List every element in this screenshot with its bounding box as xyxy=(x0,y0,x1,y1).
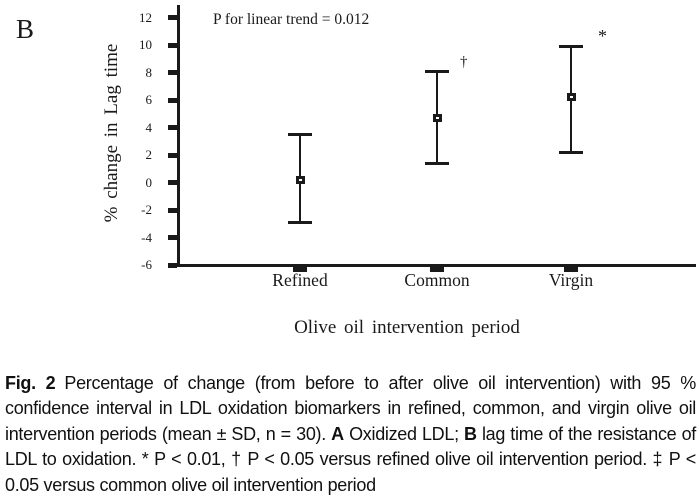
x-axis-line xyxy=(176,264,696,267)
mean-marker xyxy=(295,175,305,184)
linear-trend-annotation: P for linear trend = 0.012 xyxy=(213,11,370,28)
error-bar-cap-top xyxy=(425,70,449,73)
y-axis-tick xyxy=(168,125,177,131)
error-bar-cap-bottom xyxy=(559,151,583,154)
y-axis-tick xyxy=(168,70,177,76)
y-axis-tick-label: 6 xyxy=(145,92,153,108)
caption-text-3: lag time of the resistance of LDL to oxi… xyxy=(5,423,696,495)
y-axis-tick-label: 2 xyxy=(145,147,153,163)
error-bar-cap-bottom xyxy=(288,221,312,224)
y-axis-tick xyxy=(168,180,177,186)
significance-symbol: * xyxy=(598,26,607,47)
x-axis-title: Olive oil intervention period xyxy=(294,317,520,338)
mean-marker xyxy=(566,93,576,102)
y-axis-tick-label: -2 xyxy=(141,202,152,218)
y-axis-line xyxy=(177,5,180,267)
category-label: Virgin xyxy=(548,270,594,290)
caption-text-2: Oxidized LDL; xyxy=(343,423,465,444)
y-axis-tick-label: 4 xyxy=(145,119,153,135)
y-axis-tick xyxy=(168,97,177,103)
caption-b-label: B xyxy=(464,423,477,444)
y-axis-tick-label: -4 xyxy=(141,229,152,245)
significance-symbol: † xyxy=(460,53,468,70)
x-axis-tick xyxy=(564,267,578,272)
y-axis-tick xyxy=(168,42,177,48)
caption-text-1: Percentage of change (from before to aft… xyxy=(5,373,696,444)
panel-label: B xyxy=(16,14,35,44)
error-bar-cap-top xyxy=(288,133,312,136)
y-axis-tick-label: 12 xyxy=(139,9,152,25)
category-label: Refined xyxy=(272,270,328,290)
caption-a-label: A xyxy=(331,423,344,444)
y-axis-tick-label: -6 xyxy=(141,257,152,273)
error-bar-cap-top xyxy=(559,45,583,48)
x-axis-tick xyxy=(430,267,444,272)
category-label: Common xyxy=(404,270,470,290)
y-axis-tick xyxy=(168,235,177,241)
x-axis-tick xyxy=(293,267,307,272)
caption-fig-label: Fig. 2 xyxy=(5,373,56,393)
mean-marker xyxy=(432,114,442,123)
y-axis-tick-label: 8 xyxy=(145,64,153,80)
y-axis-tick-label: 10 xyxy=(139,37,152,53)
error-bar-cap-bottom xyxy=(425,162,449,165)
y-axis-tick xyxy=(168,262,177,268)
figure-caption: Fig. 2 Percentage of change (from before … xyxy=(5,371,696,498)
y-axis-tick xyxy=(168,152,177,158)
y-axis-tick xyxy=(168,207,177,213)
y-axis-tick-label: 0 xyxy=(145,174,153,190)
y-axis-tick xyxy=(168,15,177,21)
